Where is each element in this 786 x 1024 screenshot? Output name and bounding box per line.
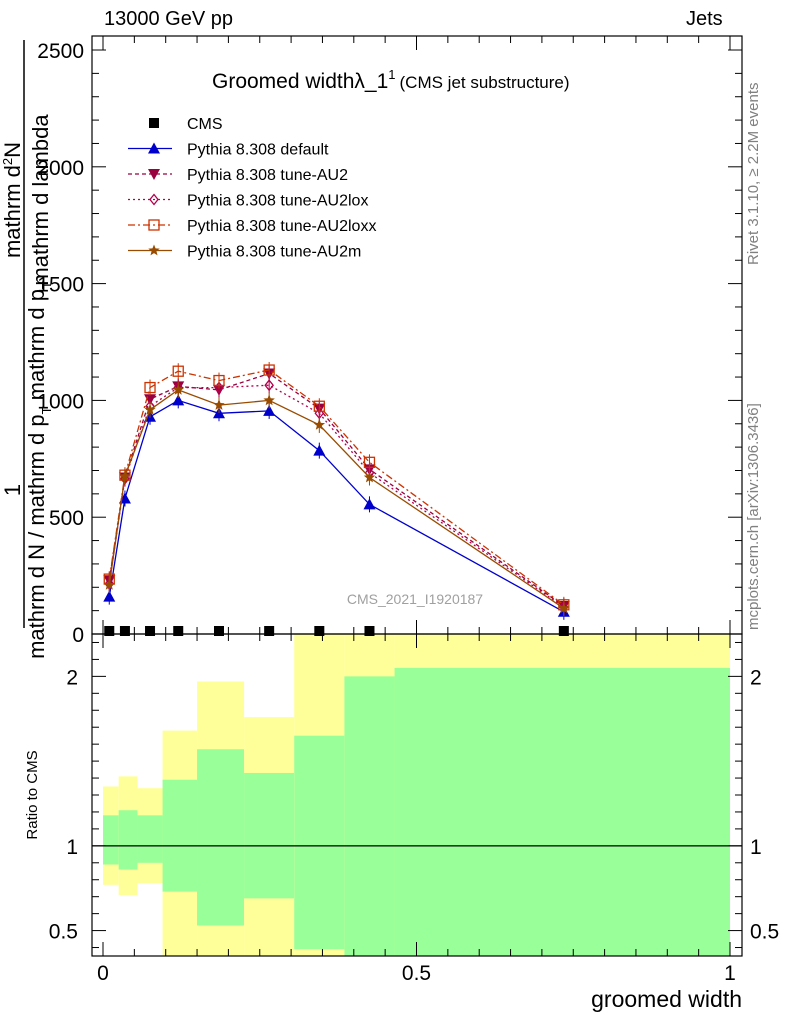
- data-point-au2m: [172, 383, 184, 395]
- x-tick-label: 0.5: [402, 962, 431, 985]
- legend-marker-default: [148, 142, 160, 154]
- y-tick-label: 1500: [37, 274, 84, 297]
- legend-label-data: CMS: [187, 116, 223, 133]
- data-point-data: [314, 626, 325, 636]
- legend-marker-au2loxx: [148, 219, 160, 231]
- x-axis-label: groomed width: [591, 986, 742, 1012]
- data-point-au2m: [263, 394, 275, 406]
- legend-label-au2lox: Pythia 8.308 tune-AU2lox: [187, 193, 368, 210]
- data-point-au2m: [313, 418, 326, 430]
- ratio-band-inner-7: [344, 676, 395, 956]
- ratio-band-inner-8: [394, 667, 730, 956]
- ratio-y-tick-label-right: 0.5: [750, 921, 779, 944]
- header-energy: 13000 GeV pp: [104, 8, 233, 30]
- ratio-y-axis-label: Ratio to CMS: [24, 750, 41, 839]
- data-point-au2lox: [264, 379, 274, 392]
- data-point-au2m: [119, 470, 131, 482]
- data-point-au2m: [144, 403, 156, 415]
- data-point-default: [172, 394, 185, 406]
- y-label-denominator: mathrm d N / mathrm d pT mathrm d pT: [24, 281, 54, 659]
- ratio-y-tick-label-right: 1: [750, 836, 762, 859]
- data-point-au2loxx: [144, 381, 156, 394]
- data-point-au2m: [363, 471, 376, 483]
- series-line-au2m: [108, 389, 565, 609]
- y-tick-label: 2000: [37, 157, 84, 180]
- data-point-default: [363, 498, 376, 510]
- ratio-band-inner-2: [137, 815, 163, 863]
- data-point-default: [313, 444, 326, 456]
- ratio-y-tick-label: 1: [66, 836, 78, 859]
- data-point-au2loxx: [213, 374, 225, 387]
- y-label-numerator: mathrm d2N: [0, 142, 25, 258]
- legend-label-au2loxx: Pythia 8.308 tune-AU2loxx: [187, 218, 376, 235]
- ratio-band-inner-0: [103, 815, 119, 865]
- legend-label-default: Pythia 8.308 default: [187, 142, 329, 159]
- legend-marker-data: [149, 118, 159, 128]
- ratio-band-inner-1: [118, 810, 138, 870]
- data-point-au2loxx: [363, 456, 376, 468]
- series-line-au2: [108, 372, 565, 607]
- data-point-au2m: [558, 602, 570, 614]
- data-point-data: [173, 626, 184, 636]
- ratio-band-inner-4: [197, 749, 245, 926]
- legend-marker-au2: [148, 169, 160, 180]
- legend-label-au2: Pythia 8.308 tune-AU2: [187, 167, 348, 184]
- ratio-y-tick-label-right: 2: [750, 666, 762, 689]
- legend-marker-au2m: [148, 244, 160, 256]
- data-point-au2m: [103, 578, 115, 590]
- analysis-label: CMS_2021_I1920187: [347, 591, 483, 607]
- x-tick-label: 0: [97, 962, 109, 985]
- data-point-default: [103, 590, 116, 602]
- series-line-default: [108, 399, 565, 613]
- data-point-data: [364, 626, 375, 636]
- y-tick-label: 500: [49, 507, 84, 530]
- y-tick-label: 0: [72, 624, 84, 647]
- ratio-band-inner-3: [162, 779, 198, 892]
- data-point-au2loxx: [172, 365, 184, 377]
- ratio-band-inner-5: [244, 772, 295, 899]
- y-label-numerator-one: 1: [0, 484, 25, 496]
- data-point-data: [104, 626, 115, 636]
- data-point-default: [263, 404, 276, 416]
- data-point-au2m: [213, 399, 225, 410]
- data-point-au2loxx: [313, 400, 325, 412]
- ratio-y-tick-label: 2: [66, 666, 78, 689]
- y-tick-label: 2500: [37, 40, 84, 63]
- data-point-data: [213, 626, 224, 636]
- data-point-data: [264, 626, 275, 636]
- data-point-data: [119, 626, 130, 636]
- data-point-au2loxx: [263, 364, 275, 376]
- data-point-data: [558, 626, 569, 636]
- x-tick-label: 1: [724, 962, 736, 985]
- y-tick-label: 1000: [37, 390, 84, 413]
- data-point-data: [145, 626, 156, 636]
- ratio-y-tick-label: 0.5: [49, 921, 78, 944]
- legend-marker-au2lox: [149, 193, 159, 206]
- legend-label-au2m: Pythia 8.308 tune-AU2m: [187, 244, 361, 261]
- ratio-band-inner-6: [294, 735, 345, 950]
- y-label-numerator-tail: mathrm d lambda: [28, 114, 53, 286]
- header-category: Jets: [686, 8, 723, 30]
- chart-title: Groomed widthλ_11 (CMS jet substructure): [212, 67, 570, 93]
